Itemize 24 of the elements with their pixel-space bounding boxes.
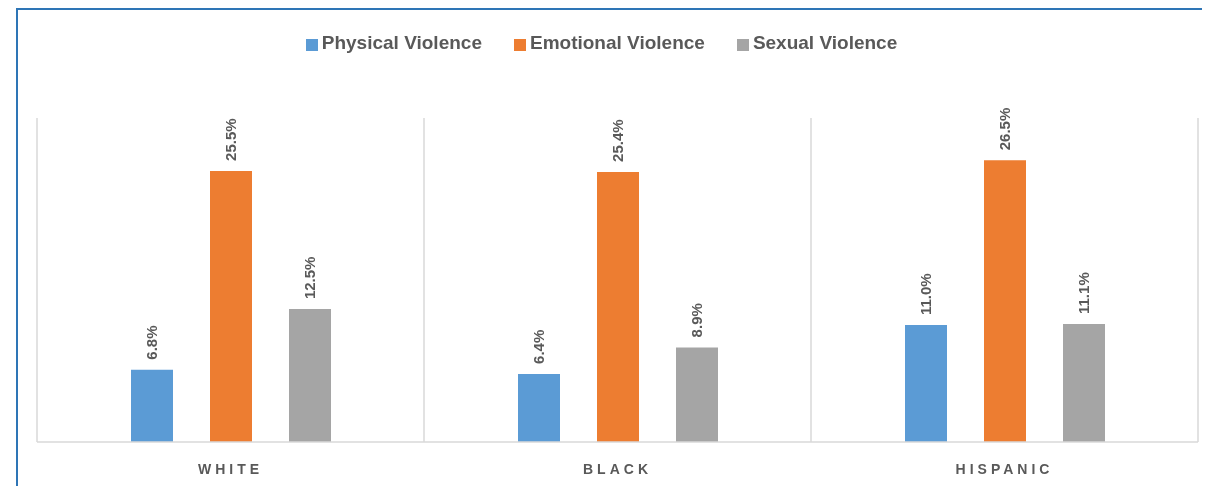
data-label: 8.9% xyxy=(688,303,706,338)
data-label: 12.5% xyxy=(301,256,319,300)
data-label: 25.5% xyxy=(222,118,240,161)
x-tick-label: HISPANIC xyxy=(955,460,1054,477)
bar xyxy=(597,171,639,442)
x-tick-label: BLACK xyxy=(583,460,652,477)
bar xyxy=(131,369,173,442)
data-label: 11.0% xyxy=(917,273,935,316)
x-tick-label: WHITE xyxy=(197,460,264,477)
bar xyxy=(984,160,1026,442)
bar xyxy=(210,170,252,442)
bar xyxy=(289,309,331,442)
data-label: 6.8% xyxy=(143,325,161,360)
legend-label: Emotional Violence xyxy=(529,32,705,53)
data-label: 25.4% xyxy=(609,119,627,162)
data-label: 6.4% xyxy=(530,329,548,364)
legend-label: Sexual Violence xyxy=(752,32,898,53)
data-label: 26.5% xyxy=(996,107,1014,151)
bar xyxy=(518,373,560,442)
data-label: 11.1% xyxy=(1075,272,1093,314)
bar xyxy=(1063,323,1105,442)
bar xyxy=(905,325,947,442)
legend-label: Physical Violence xyxy=(321,32,482,53)
bar xyxy=(676,347,718,442)
